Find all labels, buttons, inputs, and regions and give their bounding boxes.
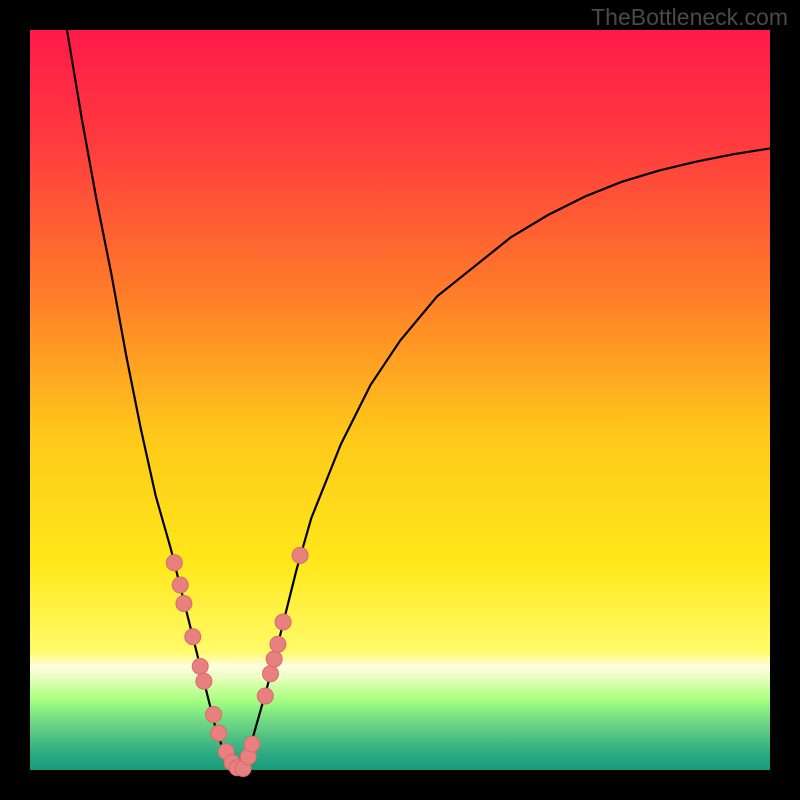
data-marker — [292, 547, 308, 563]
plot-area — [30, 30, 770, 770]
data-marker — [176, 596, 192, 612]
data-marker — [270, 636, 286, 652]
markers-group — [166, 547, 308, 776]
curve-right-branch — [237, 148, 770, 770]
data-marker — [166, 555, 182, 571]
data-marker — [257, 688, 273, 704]
data-marker — [192, 658, 208, 674]
data-marker — [244, 736, 260, 752]
curves-group — [67, 30, 770, 770]
data-marker — [172, 577, 188, 593]
data-marker — [275, 614, 291, 630]
watermark-text: TheBottleneck.com — [591, 4, 788, 31]
data-marker — [211, 725, 227, 741]
data-marker — [266, 651, 282, 667]
data-marker — [196, 673, 212, 689]
data-marker — [263, 666, 279, 682]
curve-left-branch — [67, 30, 237, 770]
data-marker — [206, 707, 222, 723]
plot-outer — [0, 0, 800, 800]
curve-layer — [30, 30, 770, 770]
data-marker — [185, 629, 201, 645]
